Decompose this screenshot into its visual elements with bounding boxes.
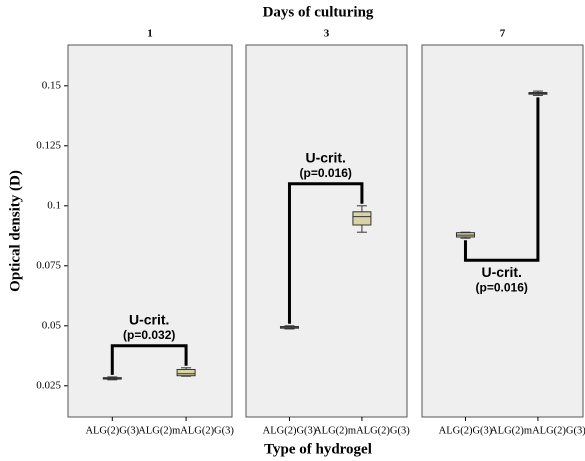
y-axis-label: Optical density (D) (7, 170, 23, 292)
chart-title: Days of culturing (263, 4, 374, 20)
x-tick-label: ALG(2)mALG(2)G(3) (490, 425, 585, 436)
box (352, 211, 372, 226)
x-tick-label: ALG(2)G(3) (439, 425, 493, 436)
panel-title: 3 (324, 28, 330, 40)
x-tick-label: ALG(2)mALG(2)G(3) (138, 425, 234, 436)
annotation: (p=0.016) (300, 166, 352, 180)
y-tick-label: 0.025 (36, 379, 61, 391)
y-tick-label: 0.15 (42, 79, 62, 91)
significance-bracket (463, 97, 540, 262)
panel-title: 7 (500, 28, 506, 40)
panel-title: 1 (147, 28, 153, 40)
y-tick-label: 0.1 (47, 199, 61, 211)
box (176, 368, 196, 377)
x-tick-label: ALG(2)mALG(2)G(3) (314, 425, 410, 436)
y-tick-label: 0.125 (36, 139, 61, 151)
x-axis-label: Type of hydrogel (264, 441, 372, 457)
panel (67, 44, 233, 418)
y-tick-label: 0.05 (42, 319, 62, 331)
significance-bracket (110, 344, 188, 375)
annotation: (p=0.032) (123, 328, 175, 342)
annotation: (p=0.016) (476, 280, 528, 294)
annotation: U-crit. (129, 312, 169, 328)
significance-bracket (287, 182, 364, 324)
x-tick-label: ALG(2)G(3) (85, 425, 139, 436)
x-tick-label: ALG(2)G(3) (263, 425, 317, 436)
y-tick-label: 0.075 (36, 259, 61, 271)
panel (421, 44, 584, 418)
annotation: U-crit. (305, 150, 345, 166)
panel (245, 44, 408, 418)
annotation: U-crit. (481, 264, 521, 280)
